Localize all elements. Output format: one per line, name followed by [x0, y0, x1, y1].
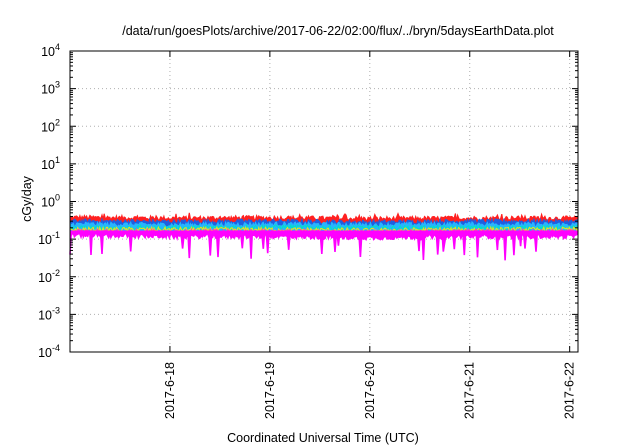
plot-frame: [69, 50, 579, 353]
series-group: [69, 212, 579, 261]
y-tick-label: 10-1: [38, 230, 60, 247]
x-axis-label: Coordinated Universal Time (UTC): [227, 431, 419, 445]
x-tick-label: 2017-6-20: [363, 362, 377, 419]
y-axis-label: cGy/day: [20, 175, 34, 222]
series-line: [69, 220, 579, 229]
y-tick-label: 103: [41, 80, 60, 97]
x-tick-label: 2017-6-21: [463, 362, 477, 419]
grid: [70, 51, 578, 352]
y-tick-label: 102: [41, 117, 60, 134]
y-tick-label: 101: [41, 155, 60, 172]
chart-title: /data/run/goesPlots/archive/2017-06-22/0…: [122, 24, 554, 38]
axes: [69, 50, 579, 353]
y-tick-label: 104: [41, 42, 60, 59]
tick-labels: 10-4 10-3 10-2 10-1 100 101 102 103 104 2017-6-18…: [38, 42, 577, 419]
x-tick-label: 2017-6-22: [563, 362, 577, 419]
series-line: [69, 229, 579, 261]
x-tick-label: 2017-6-19: [263, 362, 277, 419]
y-tick-label: 10-4: [38, 343, 60, 360]
x-tick-label: 2017-6-18: [163, 362, 177, 419]
y-tick-label: 10-3: [38, 305, 60, 322]
series-line: [69, 212, 579, 223]
y-tick-label: 100: [41, 193, 60, 210]
y-tick-label: 10-2: [38, 268, 60, 285]
series-line: [69, 225, 579, 235]
